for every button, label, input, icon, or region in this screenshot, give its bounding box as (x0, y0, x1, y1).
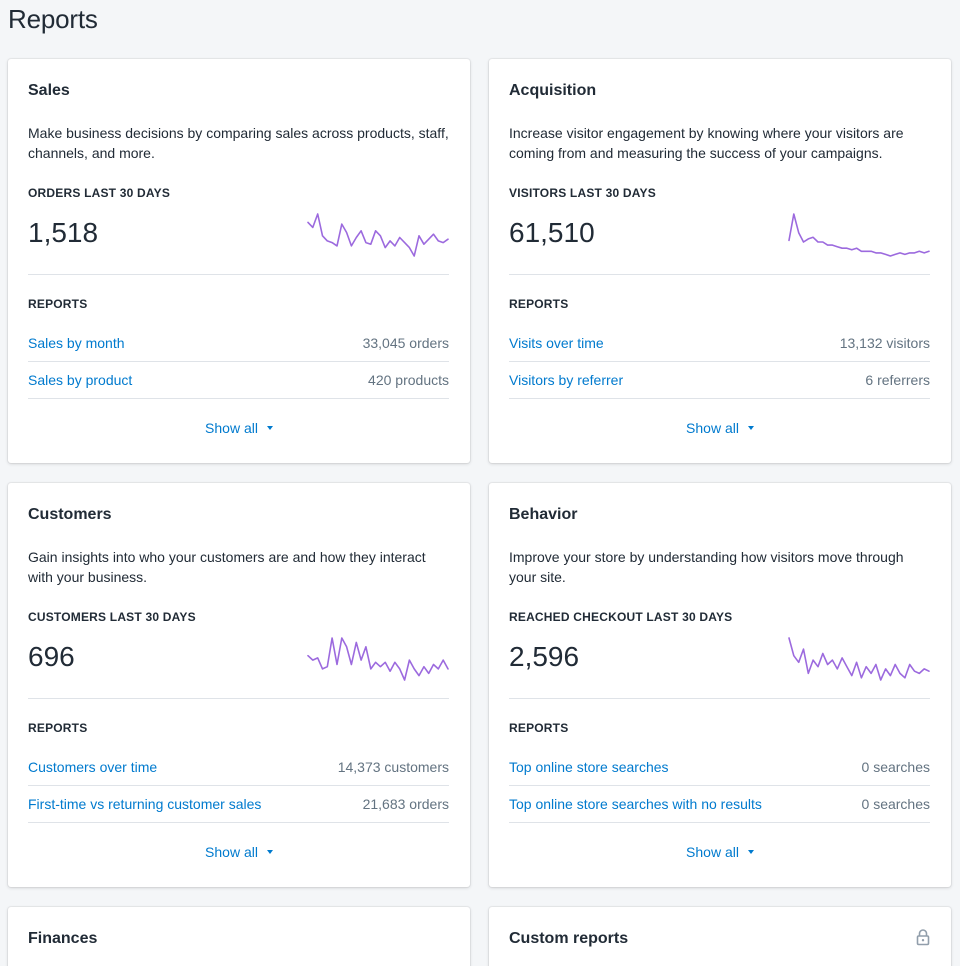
card-title: Finances (28, 930, 98, 947)
sales-card: Sales Make business decisions by compari… (8, 59, 470, 463)
metric-value: 696 (28, 641, 75, 672)
metric-label: REACHED CHECKOUT LAST 30 DAYS (509, 610, 733, 624)
report-count: 0 searches (861, 796, 930, 812)
sparkline-chart (788, 637, 930, 681)
divider (509, 785, 930, 786)
reports-label: REPORTS (28, 297, 88, 311)
metric-value: 2,596 (509, 641, 580, 672)
behavior-card: Behavior Improve your store by understan… (489, 483, 951, 887)
show-all-label: Show all (205, 844, 258, 860)
card-title: Sales (28, 82, 70, 99)
show-all-button[interactable]: Show all (8, 420, 470, 436)
metric-value: 1,518 (28, 217, 99, 248)
acquisition-card: Acquisition Increase visitor engagement … (489, 59, 951, 463)
divider (28, 361, 449, 362)
card-description: Make business decisions by comparing sal… (28, 125, 449, 161)
sparkline-chart (788, 213, 930, 257)
sparkline-chart (307, 213, 449, 257)
metric-label: CUSTOMERS LAST 30 DAYS (28, 610, 196, 624)
caret-down-icon (266, 426, 273, 431)
caret-down-icon (266, 850, 273, 855)
report-count: 420 products (368, 372, 449, 388)
report-row: Top online store searches with no result… (509, 796, 930, 833)
report-count: 14,373 customers (337, 759, 449, 775)
reports-label: REPORTS (509, 721, 569, 735)
card-title: Customers (28, 506, 112, 523)
show-all-label: Show all (205, 420, 258, 436)
card-description: Increase visitor engagement by knowing w… (509, 125, 904, 161)
metric-label: VISITORS LAST 30 DAYS (509, 186, 656, 200)
report-row: Customers over time 14,373 customers (28, 759, 449, 796)
customers-card: Customers Gain insights into who your cu… (8, 483, 470, 887)
divider (28, 698, 449, 699)
sparkline-line (788, 213, 930, 257)
divider (509, 274, 930, 275)
card-title: Behavior (509, 506, 578, 523)
report-row: Visits over time 13,132 visitors (509, 335, 930, 372)
report-row: Sales by month 33,045 orders (28, 335, 449, 372)
report-row: Top online store searches 0 searches (509, 759, 930, 796)
custom-reports-card: Custom reports (489, 907, 951, 966)
report-link-sales-by-product[interactable]: Sales by product (28, 372, 133, 388)
show-all-button[interactable]: Show all (8, 844, 470, 860)
card-title: Custom reports (509, 930, 629, 947)
report-count: 33,045 orders (362, 335, 449, 351)
card-description: Improve your store by understanding how … (509, 549, 904, 585)
report-link-visitors-by-referrer[interactable]: Visitors by referrer (509, 372, 624, 388)
divider (28, 398, 449, 399)
report-count: 0 searches (861, 759, 930, 775)
sparkline-line (307, 213, 449, 257)
report-row: Sales by product 420 products (28, 372, 449, 409)
sparkline-line (307, 637, 449, 681)
report-count: 13,132 visitors (839, 335, 930, 351)
report-link-visits-over-time[interactable]: Visits over time (509, 335, 604, 351)
divider (509, 361, 930, 362)
metric-value: 61,510 (509, 217, 595, 248)
reports-label: REPORTS (28, 721, 88, 735)
report-row: First-time vs returning customer sales 2… (28, 796, 449, 833)
divider (509, 398, 930, 399)
show-all-label: Show all (686, 844, 739, 860)
divider (509, 822, 930, 823)
caret-down-icon (747, 850, 754, 855)
caret-down-icon (747, 426, 754, 431)
report-link-first-time-vs-returning[interactable]: First-time vs returning customer sales (28, 796, 262, 812)
show-all-label: Show all (686, 420, 739, 436)
divider (28, 822, 449, 823)
finances-card: Finances (8, 907, 470, 966)
lock-icon (916, 929, 930, 946)
card-title: Acquisition (509, 82, 597, 99)
reports-label: REPORTS (509, 297, 569, 311)
divider (509, 698, 930, 699)
report-count: 21,683 orders (362, 796, 449, 812)
report-row: Visitors by referrer 6 referrers (509, 372, 930, 409)
report-link-top-online-store-searches[interactable]: Top online store searches (509, 759, 669, 775)
metric-label: ORDERS LAST 30 DAYS (28, 186, 171, 200)
divider (28, 785, 449, 786)
card-description: Gain insights into who your customers ar… (28, 549, 426, 585)
sparkline-chart (307, 637, 449, 681)
show-all-button[interactable]: Show all (489, 844, 951, 860)
report-link-searches-no-results[interactable]: Top online store searches with no result… (509, 796, 762, 812)
show-all-button[interactable]: Show all (489, 420, 951, 436)
report-count: 6 referrers (865, 372, 930, 388)
divider (28, 274, 449, 275)
page-title: Reports (8, 4, 98, 34)
report-link-customers-over-time[interactable]: Customers over time (28, 759, 158, 775)
sparkline-line (788, 637, 930, 681)
report-link-sales-by-month[interactable]: Sales by month (28, 335, 125, 351)
